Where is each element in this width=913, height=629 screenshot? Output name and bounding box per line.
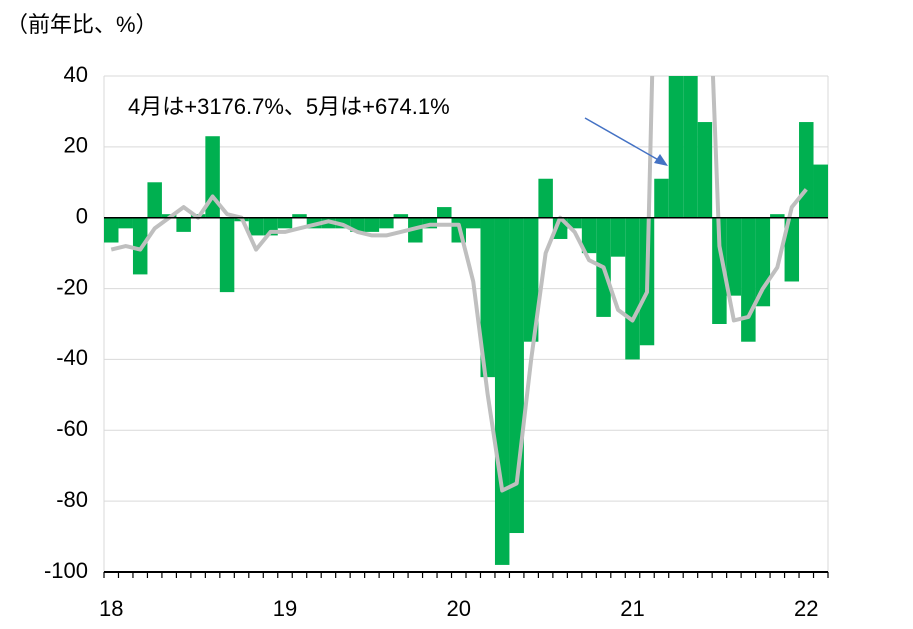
bar bbox=[697, 122, 713, 218]
y-tick-label: -100 bbox=[44, 558, 88, 583]
y-tick-label: 20 bbox=[64, 133, 88, 158]
bar bbox=[248, 217, 264, 236]
y-tick-label: -60 bbox=[56, 416, 88, 441]
x-tick-label: 21 bbox=[620, 596, 644, 621]
x-tick-label: 19 bbox=[273, 596, 297, 621]
bar bbox=[494, 217, 510, 565]
bar bbox=[292, 214, 307, 218]
bar bbox=[379, 217, 394, 229]
x-tick-label: 20 bbox=[447, 596, 471, 621]
y-tick-label: -20 bbox=[56, 274, 88, 299]
arrow-head bbox=[654, 154, 668, 166]
x-tick-label: 22 bbox=[794, 596, 818, 621]
bar bbox=[466, 217, 481, 229]
y-tick-label: -40 bbox=[56, 345, 88, 370]
bar bbox=[755, 217, 771, 307]
line bbox=[110, 76, 808, 493]
annotation-arrow bbox=[584, 117, 663, 163]
bar bbox=[277, 217, 293, 229]
bar bbox=[364, 217, 380, 232]
bar bbox=[610, 217, 626, 257]
bar bbox=[712, 217, 727, 324]
bar bbox=[176, 217, 191, 232]
bar bbox=[480, 217, 495, 378]
bar bbox=[567, 217, 582, 229]
x-tick-label: 18 bbox=[99, 596, 123, 621]
y-tick-label: 0 bbox=[76, 204, 88, 229]
bar bbox=[219, 217, 235, 293]
bar bbox=[538, 178, 553, 218]
bar bbox=[654, 178, 669, 218]
bar bbox=[770, 214, 785, 218]
bar bbox=[726, 217, 742, 296]
bar bbox=[205, 136, 220, 218]
bar bbox=[437, 207, 452, 218]
bar bbox=[625, 217, 640, 360]
y-tick-label: -80 bbox=[56, 487, 88, 512]
bar bbox=[683, 76, 698, 218]
y-tick-label: 40 bbox=[64, 62, 88, 87]
bar bbox=[393, 214, 409, 218]
bar bbox=[741, 217, 756, 342]
bar bbox=[668, 76, 684, 218]
bar bbox=[523, 217, 539, 342]
bar bbox=[813, 164, 828, 218]
bar bbox=[784, 217, 800, 282]
bar bbox=[147, 182, 162, 218]
bar bbox=[104, 217, 119, 243]
bar bbox=[581, 217, 597, 254]
unit-label: （前年比、%） bbox=[6, 12, 158, 37]
bar bbox=[799, 122, 814, 218]
bar bbox=[118, 217, 133, 229]
annotation: 4月は+3176.7%、5月は+674.1% bbox=[128, 94, 450, 119]
